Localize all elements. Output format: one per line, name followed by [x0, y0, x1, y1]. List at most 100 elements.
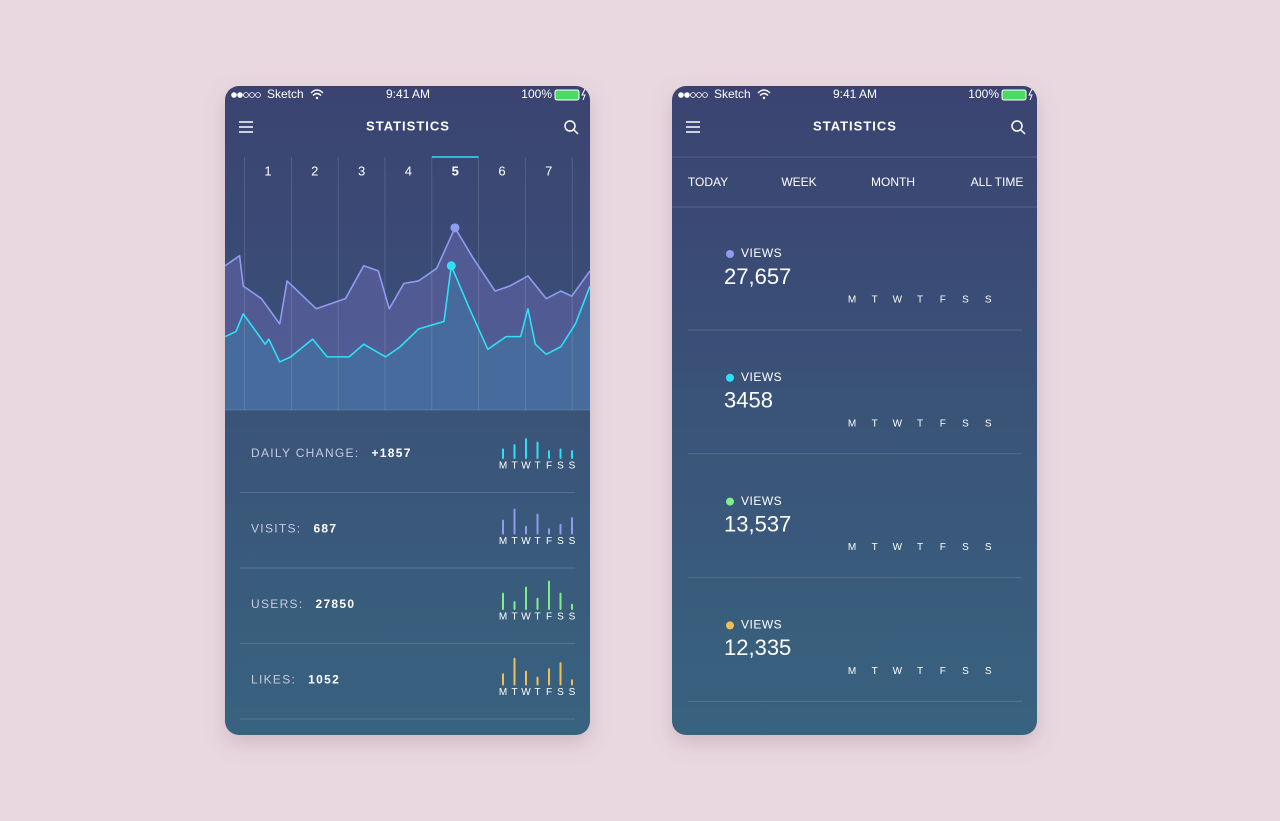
signal-dot [702, 92, 708, 98]
card-label: VIEWS [741, 618, 782, 632]
day-label: M [848, 666, 856, 677]
column-label: 4 [405, 163, 412, 178]
charge-icon [581, 88, 586, 101]
legend-dot [726, 373, 734, 382]
search-icon-handle [573, 129, 579, 135]
day-label: T [511, 536, 517, 547]
stat-row: LIKES: 1052 [251, 673, 340, 687]
highlight-point [450, 223, 460, 233]
phone-left: Sketch 9:41 AM 100% STATISTICS 1 2 3 4 5 6 7 DAILY … [225, 86, 590, 735]
day-label: M [499, 536, 507, 547]
day-label: T [917, 666, 923, 677]
day-label: S [569, 612, 576, 623]
card-label: VIEWS [741, 246, 782, 260]
tab[interactable]: TODAY [688, 175, 728, 189]
day-label: S [962, 666, 969, 677]
day-label: F [546, 612, 552, 623]
tab[interactable]: MONTH [871, 175, 915, 189]
day-label: F [940, 542, 946, 553]
day-label: S [985, 418, 992, 429]
stat-value: 687 [313, 522, 337, 536]
phone-frame [672, 86, 1037, 735]
signal-dot [684, 92, 690, 98]
signal-dot [678, 92, 684, 98]
tab[interactable]: WEEK [781, 175, 816, 189]
battery-label: 100% [521, 87, 552, 101]
stat-label: VISITS: [251, 522, 301, 536]
day-label: T [872, 666, 878, 677]
highlight-point [446, 261, 456, 271]
time: 9:41 AM [386, 87, 430, 101]
column-label: 2 [311, 163, 318, 178]
day-label: W [893, 666, 903, 677]
day-label: F [546, 461, 552, 472]
day-label: W [893, 295, 903, 306]
day-label: M [848, 542, 856, 553]
legend-dot [726, 250, 734, 258]
day-label: S [569, 461, 576, 472]
phone-right: Sketch 9:41 AM 100% STATISTICS TODAY WEEK MONT… [672, 86, 1037, 735]
day-label: S [962, 542, 969, 553]
day-label: T [511, 612, 517, 623]
stat-value: 1052 [308, 673, 340, 687]
day-label: T [534, 461, 540, 472]
phone-frame [225, 86, 590, 735]
stat-label: DAILY CHANGE: [251, 446, 359, 460]
day-label: T [917, 295, 923, 306]
area [225, 265, 590, 410]
day-label: T [872, 295, 878, 306]
day-label: W [893, 418, 903, 429]
tab[interactable]: ALL TIME [971, 175, 1024, 189]
wifi-icon [757, 89, 771, 96]
column-label: 1 [264, 163, 271, 178]
legend-dot [726, 497, 734, 506]
day-label: F [940, 418, 946, 429]
day-label: F [940, 295, 946, 306]
day-label: T [534, 687, 540, 698]
day-label: W [521, 612, 531, 623]
signal-dot [255, 92, 261, 98]
signal-dot [237, 92, 243, 98]
wifi-dot [315, 96, 319, 100]
battery-label: 100% [968, 87, 999, 101]
day-label: S [985, 295, 992, 306]
card-value: 27,657 [724, 264, 791, 289]
card-value: 13,537 [724, 511, 791, 536]
day-label: T [917, 418, 923, 429]
day-label: M [499, 687, 507, 698]
carrier: Sketch [714, 87, 751, 101]
signal-dot [690, 92, 696, 98]
line [225, 264, 590, 363]
day-label: M [848, 295, 856, 306]
search-icon [1011, 120, 1023, 132]
card-label: VIEWS [741, 370, 782, 384]
day-label: S [557, 461, 564, 472]
day-label: S [962, 295, 969, 306]
day-label: W [521, 461, 531, 472]
day-label: W [521, 687, 531, 698]
day-label: M [499, 461, 507, 472]
day-label: M [499, 612, 507, 623]
day-label: T [534, 536, 540, 547]
column-label: 5 [452, 163, 459, 178]
stat-row: DAILY CHANGE: +1857 [251, 446, 412, 460]
line [225, 227, 590, 325]
day-label: S [985, 666, 992, 677]
stat-value: 27850 [315, 597, 355, 611]
card-value: 3458 [724, 388, 773, 413]
battery [1001, 89, 1027, 101]
day-label: S [985, 542, 992, 553]
day-label: M [848, 418, 856, 429]
search-icon-handle [1020, 129, 1026, 135]
card-value: 12,335 [724, 635, 791, 660]
day-label: S [569, 536, 576, 547]
column-label: 3 [358, 163, 365, 178]
day-label: T [534, 612, 540, 623]
stat-label: LIKES: [251, 673, 296, 687]
stat-value: +1857 [371, 446, 411, 460]
wifi-icon [310, 89, 324, 96]
day-label: W [893, 542, 903, 553]
line-chart [225, 157, 590, 410]
